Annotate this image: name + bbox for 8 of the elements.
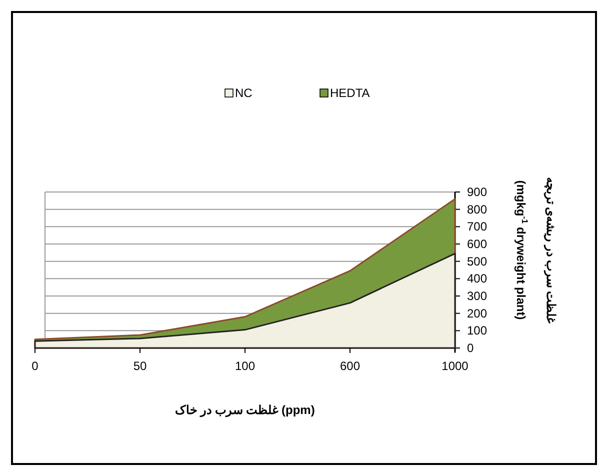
x-tick-label: 100 [234, 359, 256, 373]
x-axis-title: غلظت سرب در خاک (ppm) [175, 403, 315, 418]
legend-label: HEDTA [330, 86, 370, 100]
x-tick-label: 0 [32, 359, 39, 373]
x-tick-label: 1000 [442, 359, 469, 373]
x-tick-label: 50 [133, 359, 147, 373]
legend-label: NC [235, 86, 253, 100]
x-tick-label: 600 [340, 359, 360, 373]
